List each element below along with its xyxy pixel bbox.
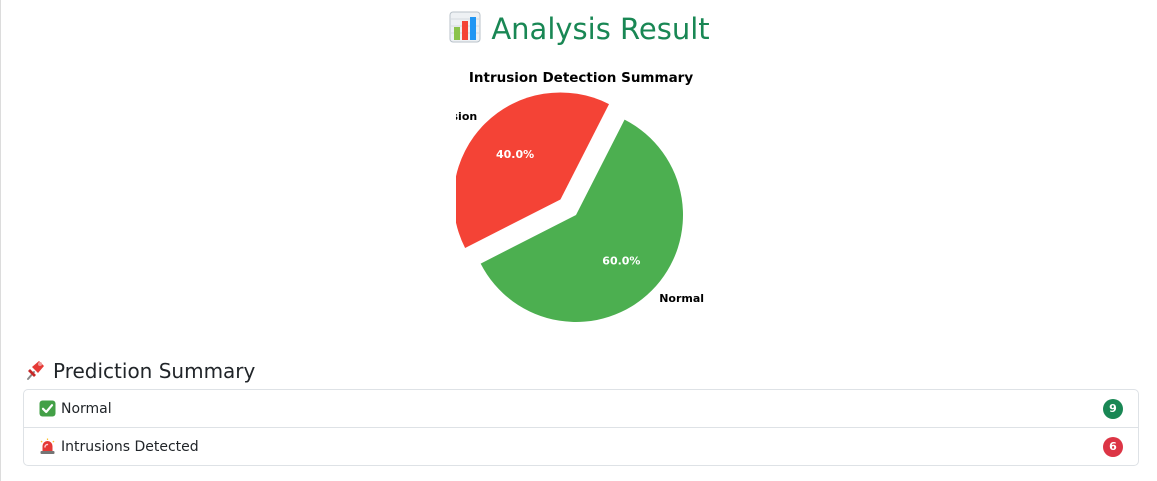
list-item-intrusions-left: Intrusions Detected	[39, 438, 199, 455]
prediction-summary-heading: Prediction Summary	[23, 356, 255, 386]
chart-title: Intrusion Detection Summary	[469, 70, 693, 86]
siren-icon	[40, 438, 55, 454]
pie-slice-normal	[480, 119, 683, 323]
list-item-normal-left: Normal	[39, 400, 112, 417]
pie-slice-intrusion	[453, 92, 610, 249]
normal-count-badge: 9	[1103, 398, 1123, 419]
pie-chart-svg: Intrusion Detection Summary 40.0% Intrusio…	[421, 70, 704, 323]
pushpin-icon	[27, 361, 44, 380]
intrusions-count-badge: 6	[1103, 436, 1123, 457]
page-title-text: Analysis Result	[491, 12, 710, 46]
pie-chart: Intrusion Detection Summary 40.0% Intrusio…	[421, 62, 706, 342]
list-item-intrusions: Intrusions Detected 6	[24, 427, 1138, 465]
check-mark-icon	[39, 400, 56, 417]
list-item-normal-label: Normal	[61, 400, 112, 417]
bar-chart-icon	[449, 11, 481, 43]
pie-percent-label-intrusion: 40.0%	[496, 148, 534, 161]
pie-category-label-normal: Normal	[659, 292, 704, 305]
list-item-normal: Normal 9	[24, 390, 1138, 427]
prediction-summary-heading-text: Prediction Summary	[53, 359, 256, 383]
prediction-summary-list: Normal 9 Intrusions Detected 6	[23, 389, 1139, 466]
page-title: Analysis Result	[1, 10, 1157, 48]
pie-percent-label-normal: 60.0%	[602, 254, 640, 267]
pie-category-label-intrusion: Intrusion	[456, 110, 477, 123]
list-item-intrusions-label: Intrusions Detected	[61, 438, 199, 455]
